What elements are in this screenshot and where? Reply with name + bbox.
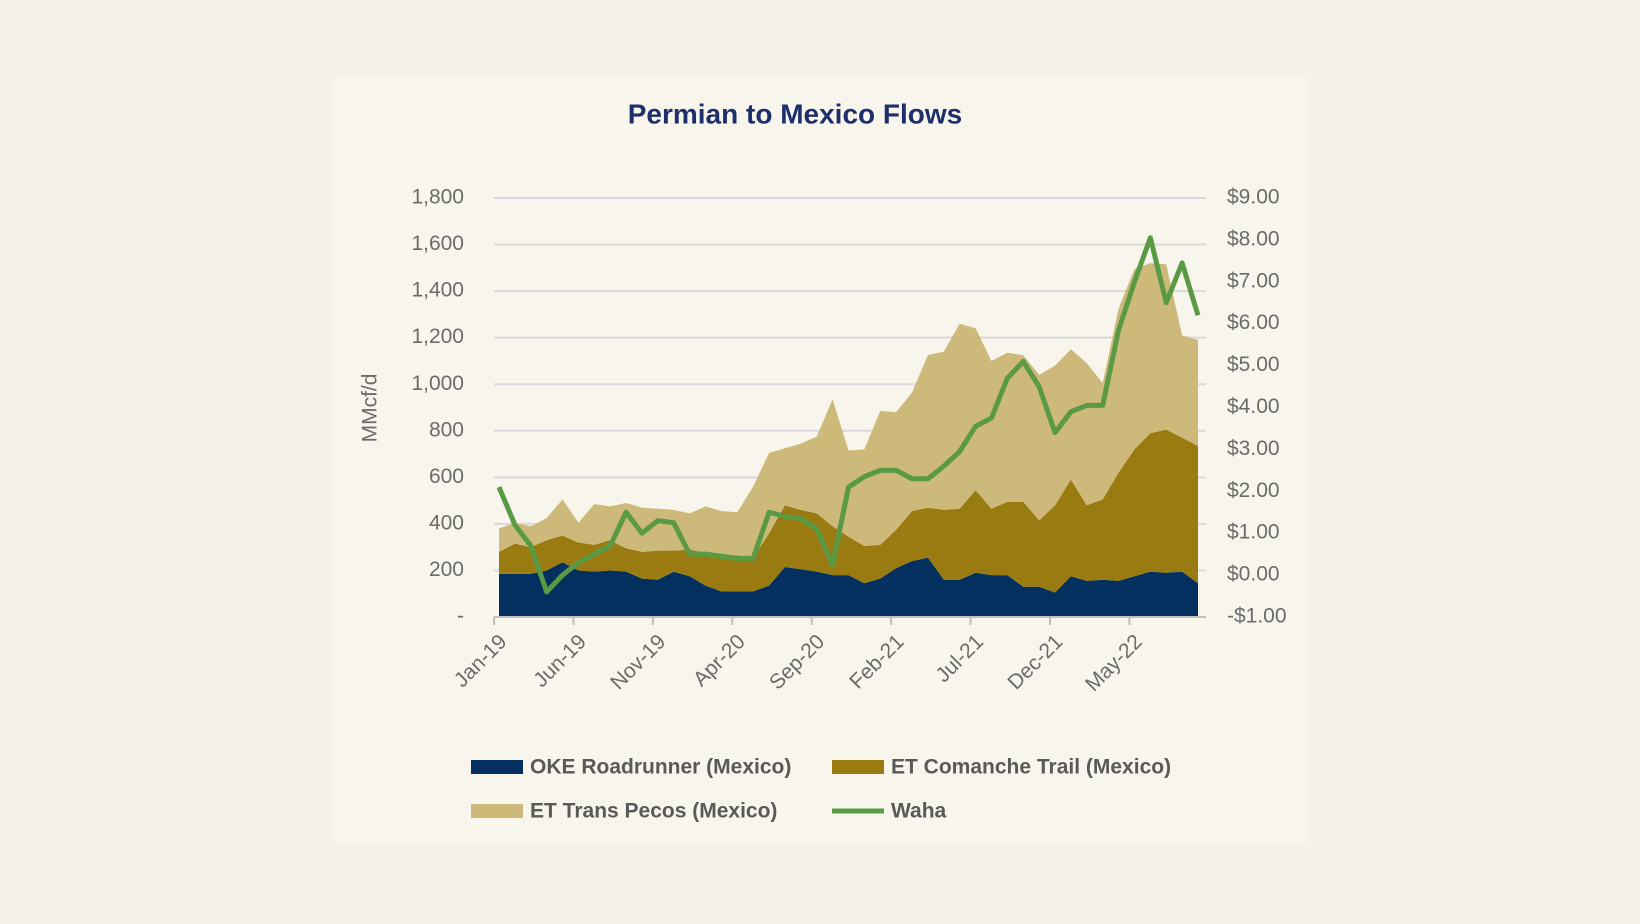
y-axis-label: MMcf/d [359, 374, 382, 443]
legend-swatch [471, 760, 523, 774]
legend-swatch [471, 804, 523, 818]
y2-tick-label: $9.00 [1227, 186, 1280, 209]
y-tick-label: 600 [429, 465, 464, 488]
legend-label: OKE Roadrunner (Mexico) [530, 756, 791, 779]
y2-tick-label: $6.00 [1227, 311, 1280, 334]
y2-tick-label: $2.00 [1227, 479, 1280, 502]
y-tick-label: 400 [429, 511, 464, 534]
legend-label: Waha [891, 800, 947, 823]
y-tick-label: 1,400 [411, 279, 464, 302]
y-tick-label: 1,000 [411, 372, 464, 395]
legend-label: ET Trans Pecos (Mexico) [530, 800, 777, 823]
legend-label: ET Comanche Trail (Mexico) [891, 756, 1171, 779]
line [496, 235, 1201, 595]
y-tick-label: 200 [429, 558, 464, 581]
area [499, 557, 1198, 617]
y2-tick-label: $8.00 [1227, 227, 1280, 250]
area [499, 263, 1198, 558]
y2-tick-label: $7.00 [1227, 269, 1280, 292]
y2-tick-label: $3.00 [1227, 437, 1280, 460]
y-tick-label: 800 [429, 418, 464, 441]
y2-tick-label: -$1.00 [1227, 605, 1287, 628]
y-tick-label: 1,800 [411, 186, 464, 209]
y2-tick-label: $1.00 [1227, 521, 1280, 544]
area [499, 429, 1198, 593]
y-tick-label: 1,200 [411, 325, 464, 348]
y2-tick-label: $0.00 [1227, 563, 1280, 586]
chart-title: Permian to Mexico Flows [628, 98, 963, 129]
y-tick-label: 1,600 [411, 232, 464, 255]
y-tick-label: - [457, 605, 464, 628]
y2-tick-label: $4.00 [1227, 395, 1280, 418]
legend-swatch [832, 760, 884, 774]
y2-tick-label: $5.00 [1227, 353, 1280, 376]
